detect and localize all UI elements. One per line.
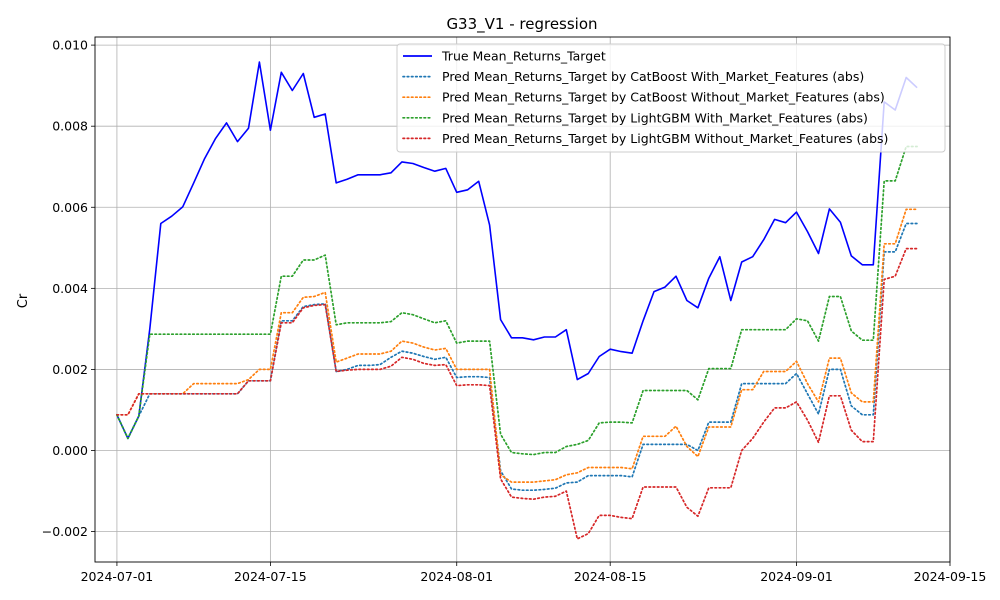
series-line-1	[116, 61, 918, 440]
legend-entry-3: Pred Mean_Returns_Target by CatBoost Wit…	[442, 90, 885, 105]
y-tick-label: 0.010	[52, 38, 88, 53]
legend-entry-2: Pred Mean_Returns_Target by CatBoost Wit…	[442, 69, 864, 84]
y-tick-label: −0.002	[42, 524, 88, 539]
series-line-4	[116, 145, 918, 456]
legend-entry-1: True Mean_Returns_Target	[441, 49, 606, 64]
y-tick-label: 0.004	[52, 281, 88, 296]
x-tick-label: 2024-09-01	[760, 569, 833, 584]
legend-box	[396, 43, 946, 153]
chart-title: G33_V1 - regression	[446, 15, 597, 34]
x-tick-label: 2024-07-15	[234, 569, 307, 584]
y-tick-label: 0.006	[52, 200, 88, 215]
legend-entry-4: Pred Mean_Returns_Target by LightGBM Wit…	[442, 110, 868, 125]
x-tick-label: 2024-09-15	[914, 569, 987, 584]
y-tick-label: 0.002	[52, 362, 88, 377]
y-axis-label: Cr	[16, 293, 31, 308]
legend-entry-5: Pred Mean_Returns_Target by LightGBM Wit…	[442, 131, 888, 146]
x-tick-label: 2024-08-15	[574, 569, 647, 584]
x-tick-label: 2024-08-01	[420, 569, 493, 584]
x-tick-label: 2024-07-01	[81, 569, 154, 584]
legend: True Mean_Returns_Target Pred Mean_Return…	[396, 43, 946, 153]
series-line-3	[116, 208, 918, 483]
y-tick-label: 0.008	[52, 119, 88, 134]
series-line-5	[116, 247, 918, 540]
y-tick-label: 0.000	[52, 443, 88, 458]
axes-frame	[94, 36, 951, 563]
plot-area: 2024-07-01 2024-07-15 2024-08-01 2024-08-15…	[42, 36, 987, 584]
